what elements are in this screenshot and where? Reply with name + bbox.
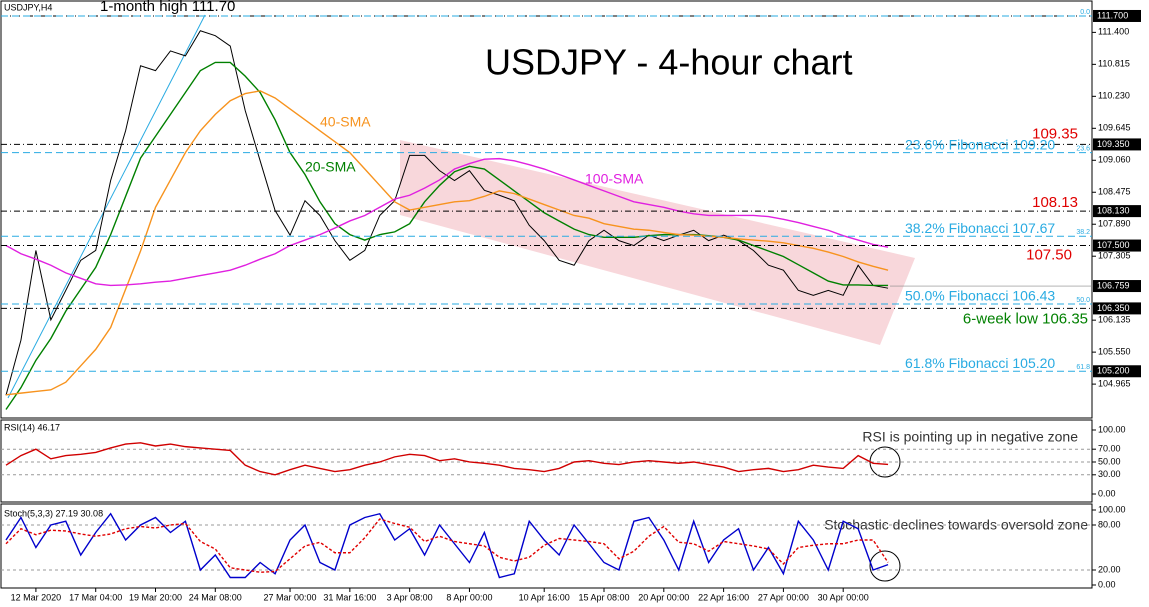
price-box — [1093, 138, 1141, 151]
y-tick-label: 108.475 — [1098, 187, 1131, 197]
level-note: 1-month high 111.70 — [100, 0, 235, 15]
price-box-label: 108.130 — [1097, 205, 1130, 215]
fib-tag: 38.2 — [1076, 229, 1090, 236]
sma-label: 20-SMA — [305, 159, 356, 175]
price-box-label: 106.350 — [1097, 303, 1130, 313]
rsi-annotation: RSI is pointing up in negative zone — [862, 429, 1078, 445]
series-line — [5, 90, 889, 396]
x-tick-label: 15 Apr 08:00 — [578, 592, 629, 602]
fib-tag: 0.0 — [1080, 9, 1090, 16]
y-tick-label: 107.305 — [1098, 251, 1131, 261]
downtrend-channel — [400, 140, 915, 345]
price-box-label: 109.350 — [1097, 139, 1130, 149]
x-tick-label: 27 Apr 00:00 — [758, 592, 809, 602]
y-tick-label: 0.00 — [1098, 488, 1116, 498]
x-tick-label: 17 Mar 04:00 — [69, 592, 122, 602]
main-panel — [0, 0, 1093, 419]
level-note: 107.50 — [1026, 247, 1072, 264]
series-line — [5, 30, 889, 396]
level-note: 109.35 — [1032, 125, 1078, 142]
x-tick-label: 22 Apr 16:00 — [698, 592, 749, 602]
x-tick-label: 30 Apr 00:00 — [818, 592, 869, 602]
y-tick-label: 111.400 — [1098, 27, 1129, 37]
price-box-label: 111.700 — [1097, 10, 1128, 20]
x-tick-label: 19 Mar 20:00 — [129, 592, 182, 602]
series-line — [5, 442, 889, 476]
fib-label: 61.8% Fibonacci 105.20 — [905, 355, 1055, 371]
current-price-label: 106.759 — [1097, 280, 1130, 290]
y-tick-label: 109.645 — [1098, 123, 1131, 133]
x-tick-label: 12 Mar 2020 — [11, 592, 62, 602]
price-box — [1093, 365, 1141, 378]
price-box — [1093, 9, 1141, 22]
level-note: 6-week low 106.35 — [963, 310, 1088, 327]
y-tick-label: 105.550 — [1098, 347, 1131, 357]
x-tick-label: 27 Mar 00:00 — [264, 592, 317, 602]
y-tick-label: 110.230 — [1098, 91, 1130, 101]
y-tick-label: 100.00 — [1098, 424, 1126, 434]
x-tick-label: 8 Apr 00:00 — [446, 592, 492, 602]
price-box — [1093, 239, 1141, 252]
rsi-panel — [0, 419, 1093, 503]
rsi-title: RSI(14) 46.17 — [4, 422, 60, 432]
level-note: 108.13 — [1032, 194, 1078, 211]
series-line — [5, 518, 889, 573]
y-tick-label: 110.815 — [1098, 59, 1130, 69]
fib-anchor-line — [7, 14, 206, 399]
y-tick-label: 80.00 — [1098, 519, 1121, 529]
price-box — [1093, 205, 1141, 218]
chart-title: USDJPY - 4-hour chart — [485, 42, 852, 83]
series-line — [5, 157, 889, 287]
x-tick-label: 24 Mar 08:00 — [189, 592, 242, 602]
fib-label: 50.0% Fibonacci 106.43 — [905, 288, 1055, 304]
symbol-label: USDJPY,H4 — [4, 2, 52, 12]
y-tick-label: 0.00 — [1098, 579, 1116, 589]
series-line — [5, 61, 889, 410]
y-tick-label: 109.060 — [1098, 155, 1131, 165]
y-tick-label: 106.135 — [1098, 315, 1131, 325]
fib-tag: 23.6 — [1076, 145, 1090, 152]
x-tick-label: 31 Mar 16:00 — [323, 592, 376, 602]
fib-tag: 50.0 — [1076, 297, 1090, 304]
price-box — [1093, 302, 1141, 315]
fib-label: 38.2% Fibonacci 107.67 — [905, 220, 1055, 236]
stoch-panel — [0, 503, 1093, 589]
price-box-label: 107.500 — [1097, 240, 1130, 250]
series-line — [5, 512, 889, 579]
y-tick-label: 20.00 — [1098, 564, 1121, 574]
highlight-circle — [869, 550, 901, 582]
y-tick-label: 100.00 — [1098, 504, 1126, 514]
y-tick-label: 30.00 — [1098, 469, 1121, 479]
fib-label: 23.6% Fibonacci 109.20 — [905, 136, 1055, 152]
stoch-title: Stoch(5,3,3) 27.19 30.08 — [4, 508, 103, 518]
y-tick-label: 50.00 — [1098, 456, 1121, 466]
sma-label: 100-SMA — [585, 171, 644, 187]
y-tick-label: 104.965 — [1098, 378, 1131, 388]
x-tick-label: 3 Apr 08:00 — [387, 592, 433, 602]
y-tick-label: 70.00 — [1098, 444, 1121, 454]
x-tick-label: 10 Apr 16:00 — [519, 592, 570, 602]
fib-tag: 61.8 — [1076, 364, 1090, 371]
price-box-label: 105.200 — [1097, 366, 1130, 376]
y-tick-label: 107.890 — [1098, 219, 1131, 229]
sma-label: 40-SMA — [320, 114, 371, 130]
current-price-box — [1093, 280, 1141, 293]
x-tick-label: 20 Apr 00:00 — [638, 592, 689, 602]
